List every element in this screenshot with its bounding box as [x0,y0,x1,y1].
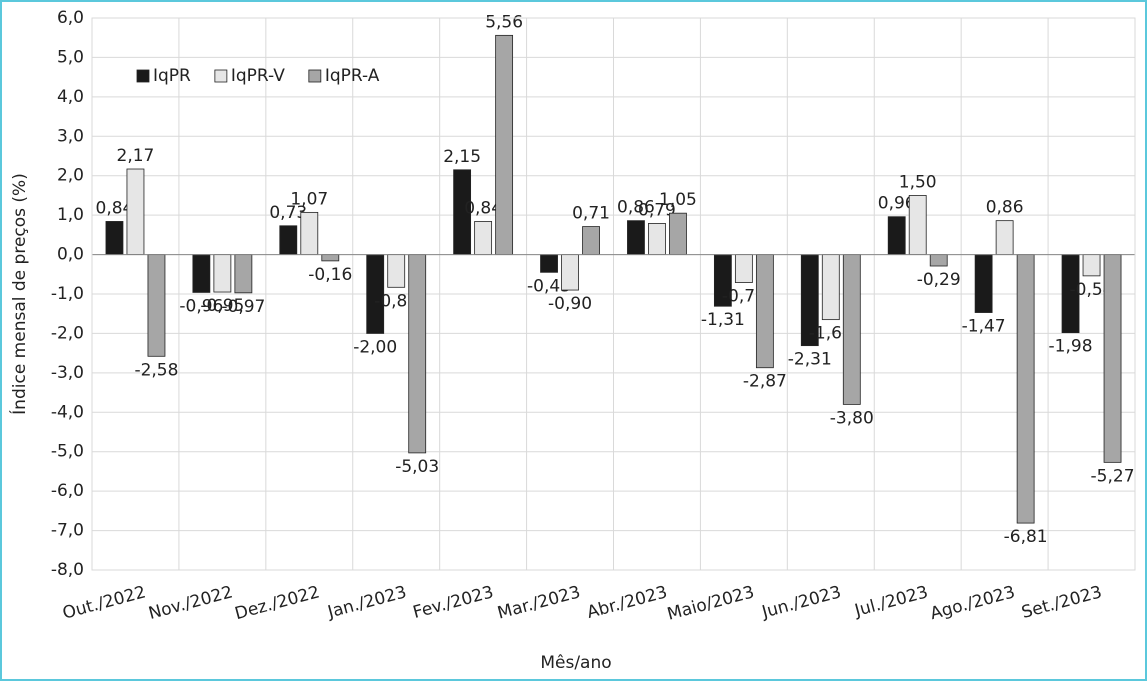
y-tick-label: 2,0 [57,166,84,186]
y-tick-label: -1,0 [51,284,84,304]
legend-label: IqPR [153,66,191,86]
bar [192,254,211,293]
value-label: 0,71 [572,204,610,224]
bar [1082,254,1101,277]
value-label: -0,83 [374,291,418,311]
value-label: 0,73 [269,203,307,223]
bar [474,221,493,255]
value-label: 0,86 [986,198,1024,218]
bar [995,220,1014,255]
bar [908,195,927,255]
bar [974,254,993,313]
value-label: 1,50 [899,172,937,192]
value-label: 0,84 [464,198,502,218]
bar [234,254,253,294]
value-label: -1,98 [1049,337,1093,357]
value-label: 1,05 [659,190,697,210]
value-label: -1,65 [809,324,853,344]
bar [755,254,774,369]
legend-swatch [308,69,322,83]
bar [495,34,514,255]
value-label: -2,31 [788,350,832,370]
bar [561,254,579,291]
bar [105,221,124,255]
y-tick-label: -7,0 [51,521,84,541]
value-label: 5,56 [485,12,523,32]
value-label: -5,27 [1091,466,1135,486]
value-label: 0,84 [96,198,134,218]
value-label: -1,47 [962,317,1006,337]
value-label: -2,58 [134,360,178,380]
y-axis-title: Índice mensal de preços (%) [8,173,30,415]
y-tick-label: -6,0 [51,481,84,501]
y-tick-label: 4,0 [57,87,84,107]
bar [842,254,861,405]
bar [213,254,232,293]
bar [321,254,340,262]
y-tick-label: -3,0 [51,363,84,383]
value-label: 0,86 [617,198,655,218]
y-tick-label: -4,0 [51,402,84,422]
value-label: -0,96 [179,296,223,316]
value-label: 2,17 [117,146,155,166]
bar [669,212,687,255]
value-label: -0,45 [527,276,571,296]
legend-label: IqPR-V [231,66,285,86]
bar [540,254,558,273]
y-tick-label: 5,0 [57,47,84,67]
value-label: -0,71 [722,287,766,307]
bar [279,225,298,255]
bar [929,254,948,267]
bar [147,254,166,357]
value-label: -2,87 [743,372,787,392]
value-label: -0,54 [1070,280,1114,300]
value-label: -0,29 [917,270,961,290]
value-label: -5,03 [395,457,439,477]
legend-swatch [214,69,228,83]
value-label: 1,07 [290,189,328,209]
value-label: -3,80 [830,408,874,428]
value-label: 0,79 [638,200,676,220]
value-label: -0,16 [308,265,352,285]
y-tick-label: 3,0 [57,126,84,146]
bar [1016,254,1035,524]
bar [887,216,906,255]
value-label: -0,95 [200,296,244,316]
bar [821,254,840,321]
value-label: -6,81 [1004,527,1048,547]
value-label: -1,31 [701,310,745,330]
y-tick-label: 0,0 [57,245,84,265]
value-label: 0,96 [878,194,916,214]
plot-border [91,17,1136,571]
bar [734,254,753,283]
bar [126,168,145,255]
bar [387,254,406,288]
y-tick-label: -8,0 [51,560,84,580]
y-tick-label: 1,0 [57,205,84,225]
bar [408,254,427,454]
x-axis-title: Mês/ano [540,653,611,673]
bar [582,226,600,255]
bar [648,223,666,255]
bar [1103,254,1122,463]
value-label: -0,90 [548,294,592,314]
value-label: -2,00 [353,337,397,357]
y-tick-label: -2,0 [51,323,84,343]
legend-label: IqPR-A [325,66,380,86]
y-tick-label: -5,0 [51,442,84,462]
y-tick-label: 6,0 [57,8,84,28]
value-label: 2,15 [443,147,481,167]
value-label: -0,97 [221,297,265,317]
legend-swatch [136,69,150,83]
bar [627,220,645,255]
bar [300,211,319,255]
